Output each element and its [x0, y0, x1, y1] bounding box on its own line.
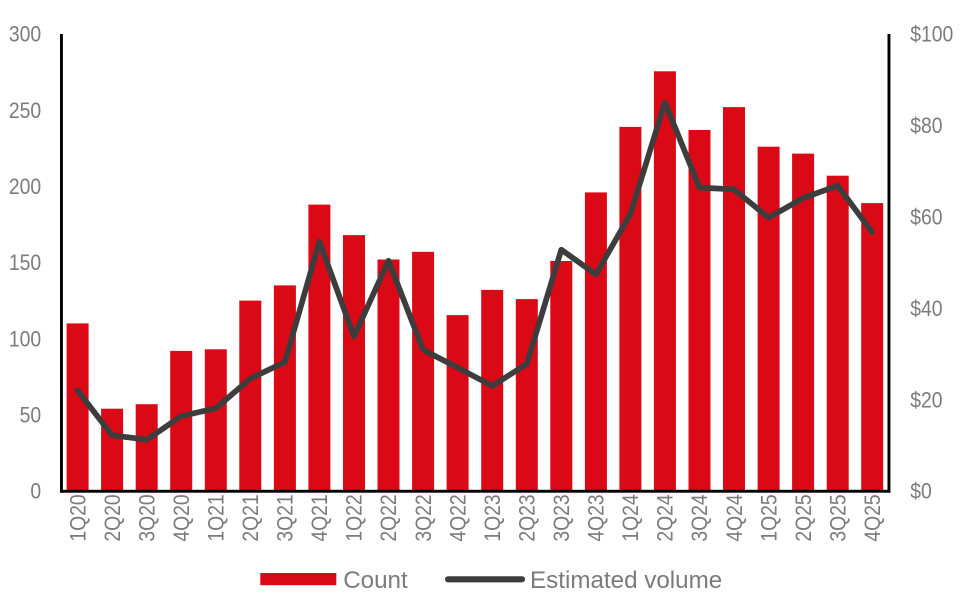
svg-text:2Q22: 2Q22	[377, 494, 401, 541]
svg-text:2Q25: 2Q25	[792, 494, 816, 541]
svg-text:1Q25: 1Q25	[757, 494, 781, 541]
svg-text:250: 250	[9, 99, 41, 123]
svg-text:$100: $100	[910, 23, 953, 47]
svg-text:4Q20: 4Q20	[170, 494, 194, 541]
svg-text:1Q23: 1Q23	[481, 494, 505, 541]
svg-text:Estimated volume: Estimated volume	[530, 567, 722, 594]
svg-text:4Q23: 4Q23	[584, 494, 608, 541]
svg-text:$0: $0	[910, 480, 932, 504]
svg-text:4Q22: 4Q22	[446, 494, 470, 541]
svg-text:3Q21: 3Q21	[273, 494, 297, 541]
svg-text:3Q20: 3Q20	[135, 494, 159, 541]
svg-text:Count: Count	[343, 567, 408, 594]
svg-text:4Q24: 4Q24	[723, 494, 747, 541]
svg-text:150: 150	[9, 251, 41, 275]
svg-text:$20: $20	[910, 388, 942, 412]
svg-text:3Q22: 3Q22	[412, 494, 436, 541]
svg-text:$60: $60	[910, 205, 942, 229]
svg-text:$40: $40	[910, 297, 942, 321]
svg-text:1Q22: 1Q22	[343, 494, 367, 541]
svg-text:3Q25: 3Q25	[826, 494, 850, 541]
svg-text:2Q24: 2Q24	[653, 494, 677, 541]
svg-text:100: 100	[9, 327, 41, 351]
svg-text:3Q24: 3Q24	[688, 494, 712, 541]
svg-text:1Q21: 1Q21	[204, 494, 228, 541]
svg-text:1Q24: 1Q24	[619, 494, 643, 541]
svg-text:2Q23: 2Q23	[515, 494, 539, 541]
svg-text:2Q20: 2Q20	[101, 494, 125, 541]
svg-text:3Q23: 3Q23	[550, 494, 574, 541]
svg-text:4Q21: 4Q21	[308, 494, 332, 541]
svg-text:0: 0	[30, 480, 41, 504]
svg-text:50: 50	[20, 403, 42, 427]
svg-text:1Q20: 1Q20	[66, 494, 90, 541]
svg-text:200: 200	[9, 175, 41, 199]
svg-text:$80: $80	[910, 114, 942, 138]
svg-text:2Q21: 2Q21	[239, 494, 263, 541]
svg-text:4Q25: 4Q25	[861, 494, 885, 541]
svg-text:300: 300	[9, 23, 41, 47]
